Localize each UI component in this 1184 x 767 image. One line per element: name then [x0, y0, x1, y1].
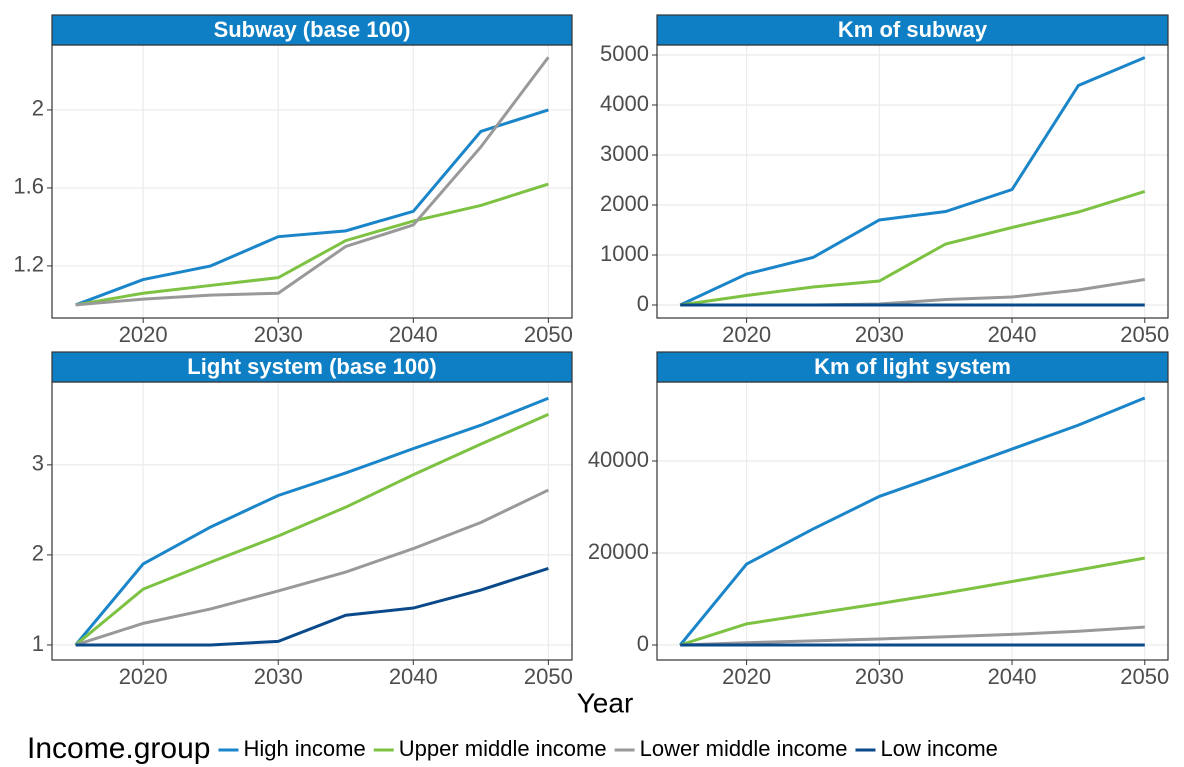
x-tick-label: 2050 — [1120, 664, 1169, 689]
panel-background — [657, 382, 1168, 660]
strip — [656, 351, 1169, 383]
series-line — [75, 56, 550, 307]
series-line — [680, 190, 1146, 307]
y-tick-label: 1.6 — [13, 174, 44, 199]
series-line — [679, 396, 1146, 646]
y-tick-label: 1.2 — [13, 252, 44, 277]
series-line — [74, 413, 549, 647]
panel-background — [52, 45, 572, 318]
x-tick-label: 2050 — [1120, 322, 1169, 347]
x-tick-label: 2020 — [119, 322, 168, 347]
series-line — [75, 488, 550, 647]
y-tick-label: 3000 — [600, 141, 649, 166]
y-tick-label: 2 — [32, 541, 44, 566]
x-tick-label: 2020 — [722, 664, 771, 689]
series-line — [75, 182, 549, 307]
x-tick-label: 2030 — [855, 664, 904, 689]
y-tick-label: 0 — [637, 631, 649, 656]
series-line — [75, 566, 549, 647]
y-tick-label: 0 — [637, 291, 649, 316]
panel-title: Km of light system — [814, 354, 1011, 379]
legend-label: High income — [243, 736, 365, 761]
y-tick-label: 40000 — [588, 447, 649, 472]
x-tick-label: 2050 — [524, 664, 573, 689]
panel-background — [657, 45, 1168, 318]
legend-title: Income.group — [27, 732, 210, 765]
y-tick-label: 2 — [32, 96, 44, 121]
x-tick-label: 2020 — [722, 322, 771, 347]
strip — [51, 351, 573, 383]
y-tick-label: 1000 — [600, 241, 649, 266]
y-tick-label: 3 — [32, 451, 44, 476]
legend-label: Low income — [880, 736, 997, 761]
y-tick-label: 4000 — [600, 91, 649, 116]
y-tick-label: 2000 — [600, 191, 649, 216]
x-tick-label: 2040 — [988, 664, 1037, 689]
x-axis-title: Year — [577, 687, 634, 718]
x-tick-label: 2030 — [254, 322, 303, 347]
series-line — [74, 396, 549, 646]
strip — [51, 14, 573, 46]
series-line — [75, 108, 549, 307]
legend-label: Lower middle income — [640, 736, 848, 761]
y-tick-label: 1 — [32, 631, 44, 656]
y-tick-label: 20000 — [588, 539, 649, 564]
x-tick-label: 2040 — [389, 322, 438, 347]
x-tick-label: 2040 — [988, 322, 1037, 347]
x-tick-label: 2040 — [389, 664, 438, 689]
x-tick-label: 2030 — [855, 322, 904, 347]
panel-title: Km of subway — [838, 17, 988, 42]
y-tick-label: 5000 — [600, 41, 649, 66]
x-tick-label: 2050 — [524, 322, 573, 347]
series-line — [680, 625, 1145, 647]
x-tick-label: 2030 — [254, 664, 303, 689]
panel-title: Light system (base 100) — [187, 354, 436, 379]
series-line — [679, 556, 1146, 647]
legend-label: Upper middle income — [399, 736, 607, 761]
series-line — [679, 56, 1146, 307]
panel-title: Subway (base 100) — [214, 17, 411, 42]
strip — [656, 14, 1169, 46]
x-tick-label: 2020 — [119, 664, 168, 689]
